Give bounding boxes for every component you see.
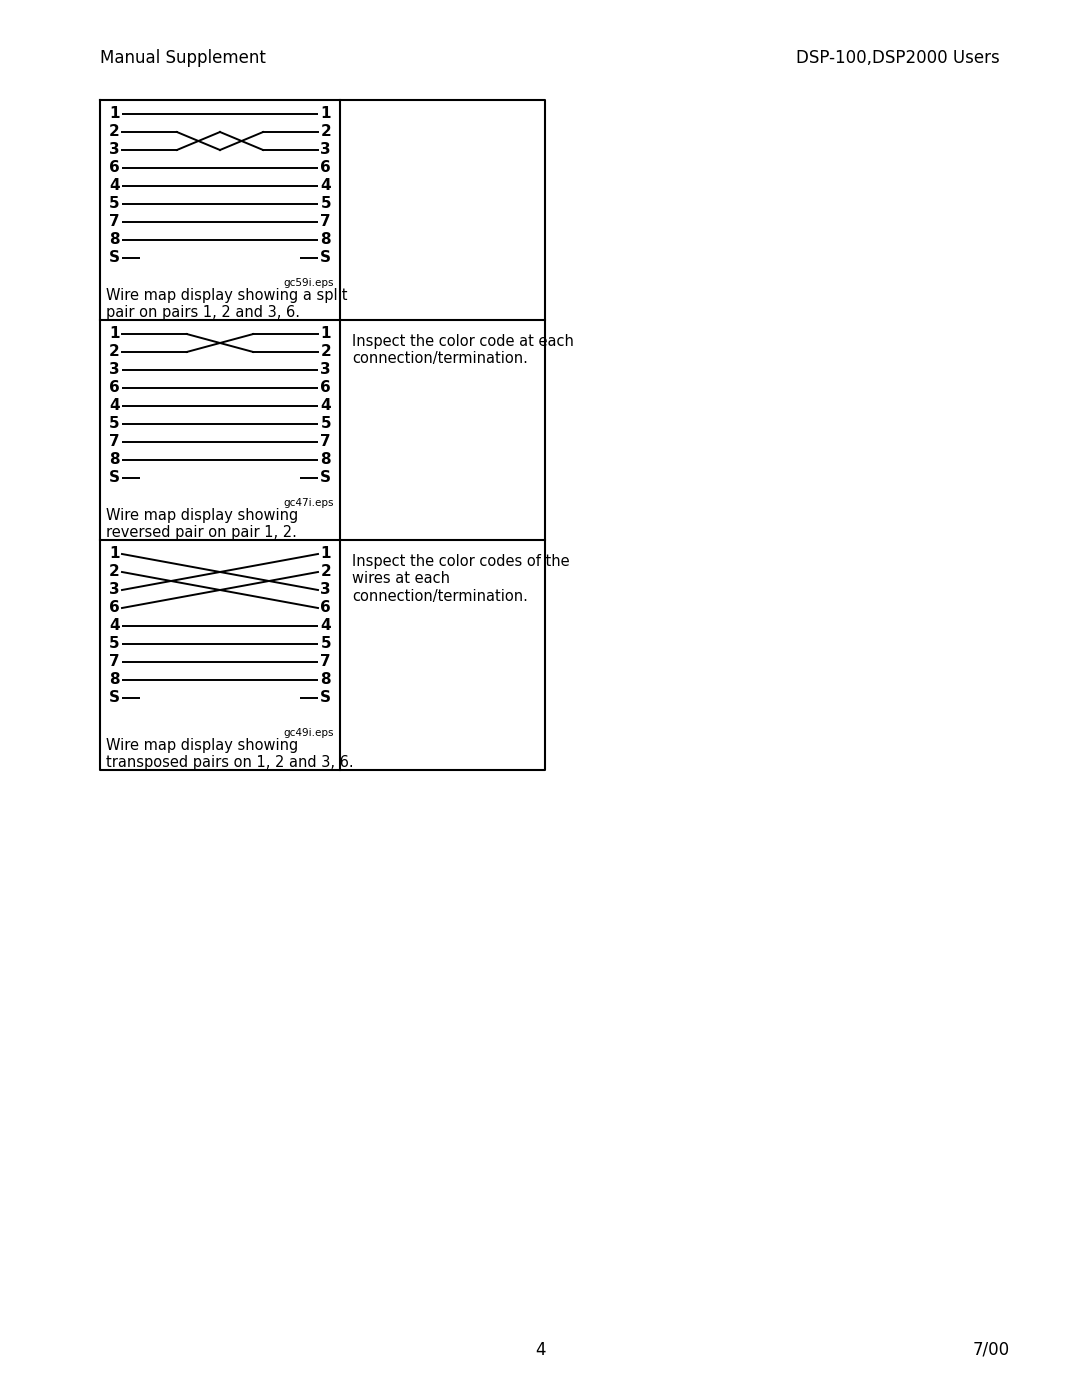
Text: S: S <box>109 690 120 705</box>
Text: S: S <box>320 471 330 486</box>
Text: 7: 7 <box>321 655 330 669</box>
Text: 1: 1 <box>109 106 120 122</box>
Text: 3: 3 <box>109 362 120 377</box>
Text: S: S <box>320 250 330 265</box>
Text: 4: 4 <box>535 1341 545 1359</box>
Text: 3: 3 <box>321 142 330 158</box>
Text: 4: 4 <box>321 398 330 414</box>
Text: 3: 3 <box>109 583 120 598</box>
Text: 6: 6 <box>321 161 330 176</box>
Text: S: S <box>109 250 120 265</box>
Text: 6: 6 <box>321 380 330 395</box>
Text: Wire map display showing
transposed pairs on 1, 2 and 3, 6.: Wire map display showing transposed pair… <box>106 738 353 770</box>
Text: 7: 7 <box>321 434 330 450</box>
Text: 3: 3 <box>321 583 330 598</box>
Text: Inspect the color code at each
connection/termination.: Inspect the color code at each connectio… <box>352 334 573 366</box>
Text: 7: 7 <box>109 434 120 450</box>
Text: 8: 8 <box>109 672 120 687</box>
Text: 8: 8 <box>321 672 330 687</box>
Text: 5: 5 <box>321 416 330 432</box>
Text: Wire map display showing a split
pair on pairs 1, 2 and 3, 6.: Wire map display showing a split pair on… <box>106 288 348 320</box>
Text: 2: 2 <box>109 124 120 140</box>
Text: 7: 7 <box>109 215 120 229</box>
Text: 5: 5 <box>109 637 120 651</box>
Text: 2: 2 <box>109 564 120 580</box>
Text: 1: 1 <box>109 546 120 562</box>
Text: S: S <box>320 690 330 705</box>
Text: 1: 1 <box>321 106 330 122</box>
Text: 4: 4 <box>321 619 330 633</box>
Text: 8: 8 <box>321 232 330 247</box>
Text: DSP-100,DSP2000 Users: DSP-100,DSP2000 Users <box>796 49 1000 67</box>
Text: Wire map display showing
reversed pair on pair 1, 2.: Wire map display showing reversed pair o… <box>106 509 298 541</box>
Text: gc59i.eps: gc59i.eps <box>283 278 334 288</box>
Text: 4: 4 <box>109 619 120 633</box>
Text: 3: 3 <box>321 362 330 377</box>
Text: 1: 1 <box>321 327 330 341</box>
Text: 6: 6 <box>109 601 120 616</box>
Text: 3: 3 <box>109 142 120 158</box>
Text: 5: 5 <box>109 197 120 211</box>
Text: 2: 2 <box>321 345 330 359</box>
Text: 4: 4 <box>321 179 330 194</box>
Text: 2: 2 <box>321 564 330 580</box>
Text: 7: 7 <box>109 655 120 669</box>
Text: 6: 6 <box>321 601 330 616</box>
Text: 7: 7 <box>321 215 330 229</box>
Text: 7/00: 7/00 <box>973 1341 1010 1359</box>
Text: 6: 6 <box>109 161 120 176</box>
Text: 6: 6 <box>109 380 120 395</box>
Text: S: S <box>109 471 120 486</box>
Text: gc49i.eps: gc49i.eps <box>283 728 334 738</box>
Text: 2: 2 <box>321 124 330 140</box>
Text: 5: 5 <box>109 416 120 432</box>
Text: 5: 5 <box>321 637 330 651</box>
Text: 4: 4 <box>109 179 120 194</box>
Text: 2: 2 <box>109 345 120 359</box>
Text: 8: 8 <box>109 232 120 247</box>
Text: 8: 8 <box>321 453 330 468</box>
Text: 1: 1 <box>321 546 330 562</box>
Text: Inspect the color codes of the
wires at each
connection/termination.: Inspect the color codes of the wires at … <box>352 555 569 604</box>
Text: gc47i.eps: gc47i.eps <box>283 497 334 509</box>
Text: 4: 4 <box>109 398 120 414</box>
Text: Manual Supplement: Manual Supplement <box>100 49 266 67</box>
Text: 8: 8 <box>109 453 120 468</box>
Text: 5: 5 <box>321 197 330 211</box>
Text: 1: 1 <box>109 327 120 341</box>
